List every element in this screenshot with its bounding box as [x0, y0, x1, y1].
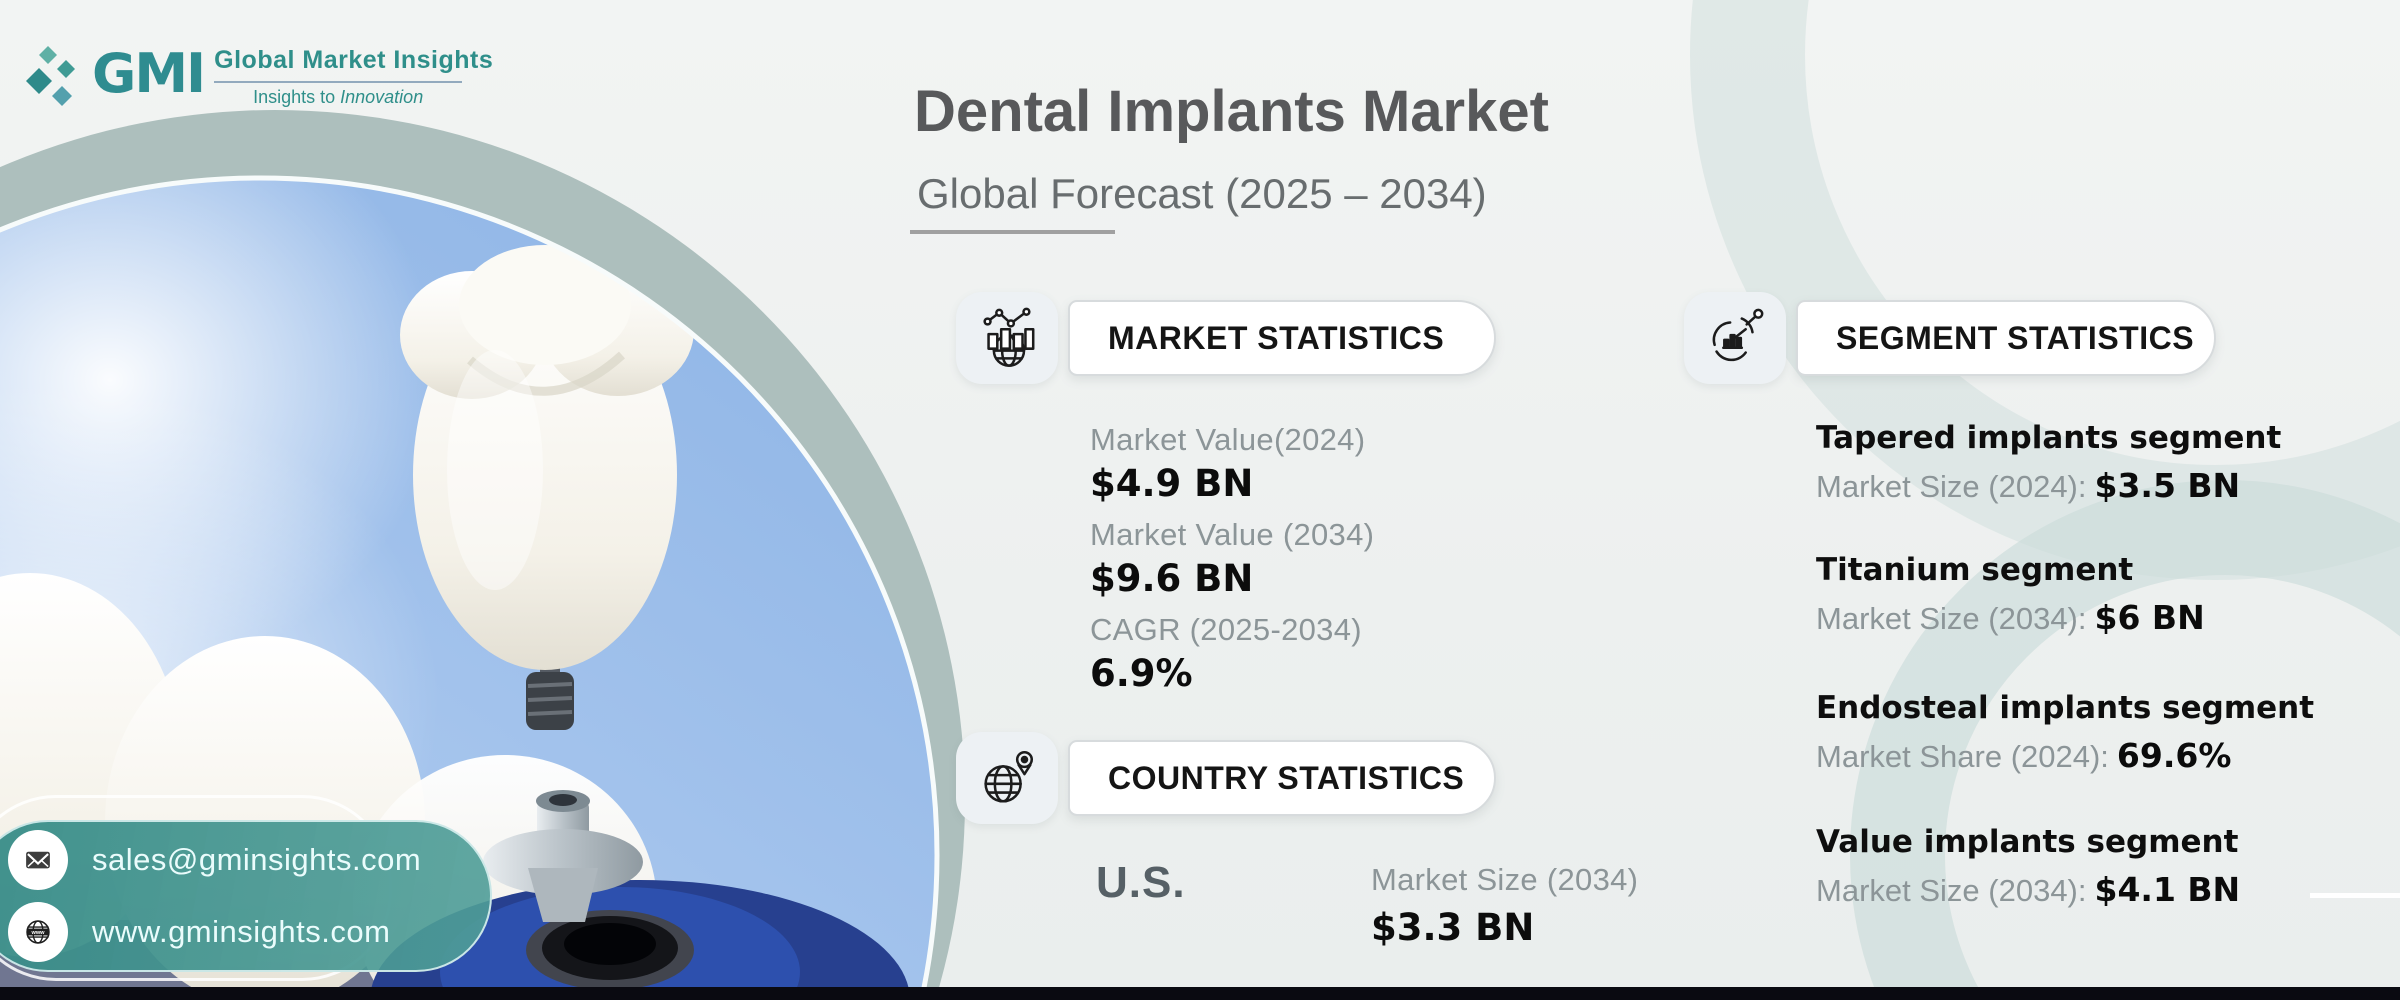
stat-value: 6.9% — [1090, 652, 1193, 695]
page-title: Dental Implants Market — [914, 79, 1549, 144]
gmi-tagline-emphasis: Innovation — [340, 87, 424, 107]
country-stat-label: Market Size (2034) — [1371, 862, 1639, 897]
country-statistics-title: COUNTRY STATISTICS — [1108, 759, 1465, 796]
country-statistics-header: COUNTRY STATISTICS — [1068, 740, 1496, 816]
segment-label: Market Size (2034): — [1816, 601, 2087, 636]
stat-label: Market Value (2034) — [1090, 517, 1375, 552]
website-globe-icon: www — [8, 902, 68, 962]
country-name: U.S. — [1096, 858, 1186, 907]
page-subtitle: Global Forecast (2025 – 2034) — [917, 170, 1487, 217]
market-statistics-header: MARKET STATISTICS — [1068, 300, 1496, 376]
decorative-line-bottom-right — [2310, 893, 2400, 898]
segment-stat: Market Size (2034): $4.1 BN — [1816, 870, 2240, 909]
country-statistics-chip — [956, 732, 1058, 824]
segment-value: $4.1 BN — [2094, 870, 2241, 909]
email-icon — [8, 830, 68, 890]
segment-value: $3.5 BN — [2094, 466, 2241, 505]
gmi-tagline: Insights to Innovation — [214, 87, 462, 108]
segment-statistics-title: SEGMENT STATISTICS — [1836, 319, 2195, 356]
segment-statistics-header: SEGMENT STATISTICS — [1796, 300, 2216, 376]
segment-stat: Market Size (2024): $3.5 BN — [1816, 466, 2240, 505]
stat-label: CAGR (2025-2034) — [1090, 612, 1362, 647]
segment-name: Endosteal implants segment — [1816, 690, 2315, 726]
globe-bar-chart-icon — [983, 307, 1035, 367]
gmi-divider — [214, 81, 463, 83]
pie-chart-magnifier-icon — [1712, 308, 1764, 362]
gmi-logo: GMI Global Market Insights Insights to I… — [26, 42, 493, 112]
gmi-diamonds-icon — [26, 46, 75, 106]
website-row[interactable]: www www.gminsights.com — [8, 902, 490, 962]
bottom-strip — [0, 987, 2400, 1000]
stat-value: $4.9 BN — [1090, 462, 1254, 505]
segment-name: Tapered implants segment — [1816, 420, 2282, 456]
gmi-wordmark: Global Market Insights — [214, 46, 494, 74]
segment-label: Market Size (2034): — [1816, 873, 2087, 908]
segment-label: Market Share (2024): — [1816, 739, 2109, 774]
segment-stat: Market Size (2034): $6 BN — [1816, 598, 2205, 637]
gmi-acronym: GMI — [92, 42, 206, 105]
globe-pin-icon — [984, 751, 1034, 803]
contact-card: sales@gminsights.com www www.gminsights.… — [0, 820, 492, 972]
segment-statistics-chip — [1684, 292, 1786, 384]
photo-rim — [0, 175, 940, 1000]
stat-value: $9.6 BN — [1090, 557, 1254, 600]
segment-name: Titanium segment — [1816, 552, 2134, 588]
segment-stat: Market Share (2024): 69.6% — [1816, 736, 2231, 775]
subtitle-underline — [910, 230, 1115, 234]
market-statistics-title: MARKET STATISTICS — [1108, 319, 1445, 356]
gmi-tagline-prefix: Insights to — [253, 87, 341, 107]
website-link[interactable]: www.gminsights.com — [92, 914, 391, 949]
segment-value: $6 BN — [2094, 598, 2205, 637]
email-link[interactable]: sales@gminsights.com — [92, 842, 422, 877]
svg-text:www: www — [30, 930, 45, 936]
segment-name: Value implants segment — [1816, 824, 2239, 860]
segment-value: 69.6% — [2116, 736, 2232, 775]
email-row[interactable]: sales@gminsights.com — [8, 830, 490, 890]
segment-label: Market Size (2024): — [1816, 469, 2087, 504]
market-statistics-chip — [956, 292, 1058, 384]
country-stat-value: $3.3 BN — [1371, 906, 1535, 949]
stat-label: Market Value(2024) — [1090, 422, 1366, 457]
